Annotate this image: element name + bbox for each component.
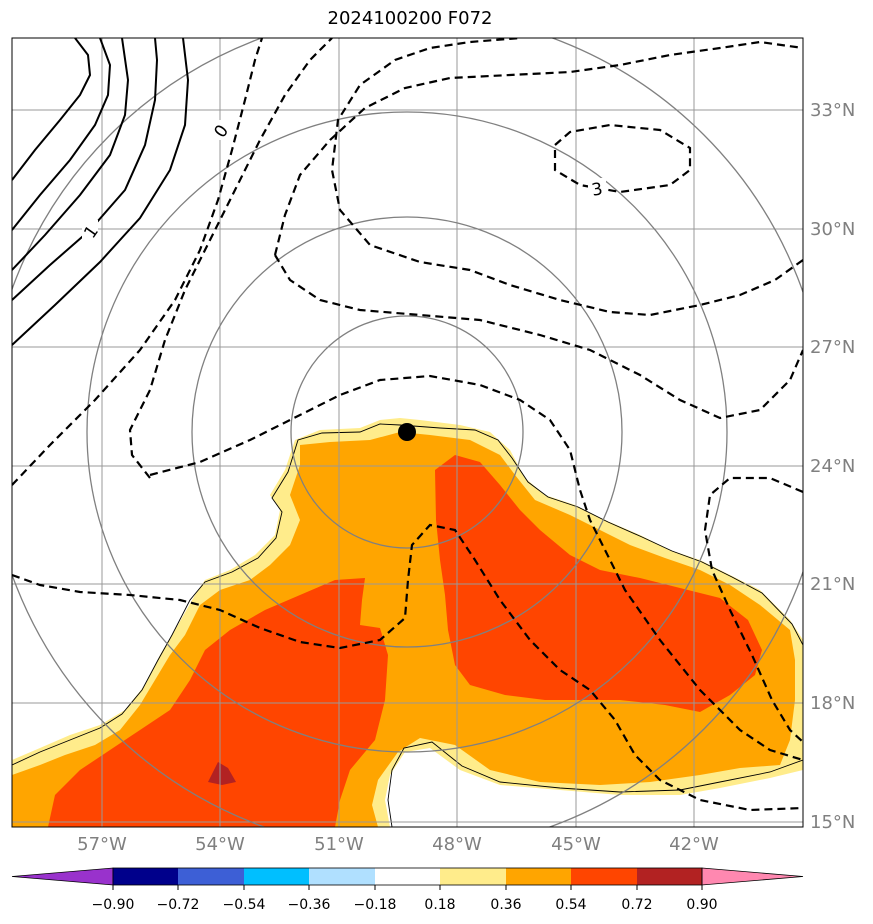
lat-label: 15°N	[810, 812, 855, 833]
colorbar-swatch	[244, 868, 309, 885]
colorbar-swatch	[113, 868, 178, 885]
lon-label: 54°W	[195, 834, 245, 855]
colorbar-tick-label: −0.18	[354, 897, 397, 913]
range-rings	[12, 38, 803, 827]
colorbar-swatch	[309, 868, 375, 885]
colorbar-tick-label: 0.90	[686, 897, 717, 913]
lat-label: 21°N	[810, 574, 855, 595]
plot-title: 2024100200 F072	[327, 8, 493, 29]
colorbar-tick-label: 0.18	[424, 897, 455, 913]
colorbar-outline	[112, 867, 703, 886]
lon-label: 42°W	[669, 834, 719, 855]
storm-center-marker	[398, 423, 416, 441]
colorbar-swatch	[637, 868, 702, 885]
lat-label: 18°N	[810, 693, 855, 714]
colorbar-swatch	[375, 868, 440, 885]
colorbar-swatch	[178, 868, 244, 885]
colorbar-tick-label: −0.54	[223, 897, 266, 913]
colorbar-extend-min	[11, 867, 114, 886]
longitude-labels: 57°W 54°W 51°W 48°W 45°W 42°W	[77, 834, 719, 855]
colorbar-extend-max	[701, 867, 804, 886]
contour-labels: 0 1 3	[80, 120, 606, 242]
colorbar-tick-label: −0.72	[157, 897, 200, 913]
lon-label: 45°W	[551, 834, 601, 855]
colorbar-tick-label: 0.36	[490, 897, 521, 913]
lat-label: 33°N	[810, 100, 855, 121]
colorbar: −0.90 −0.72 −0.54 −0.36 −0.18 0.18 0.36 0.54 0.7…	[11, 867, 804, 913]
map-frame	[11, 37, 804, 828]
filled-field	[12, 418, 803, 827]
colorbar-swatch	[506, 868, 571, 885]
dashed-contours	[12, 38, 803, 812]
colorbar-tick-label: 0.54	[555, 897, 586, 913]
lon-label: 51°W	[314, 834, 364, 855]
field-outline	[12, 423, 803, 827]
latitude-labels: 33°N 30°N 27°N 24°N 21°N 18°N 15°N	[810, 100, 855, 833]
lat-label: 27°N	[810, 337, 855, 358]
colorbar-swatch	[440, 868, 506, 885]
lon-label: 57°W	[77, 834, 127, 855]
colorbar-swatch	[571, 868, 637, 885]
colorbar-tick-label: −0.90	[92, 897, 135, 913]
contour-label-3: 3	[590, 179, 604, 201]
colorbar-tick-label: −0.36	[288, 897, 331, 913]
lat-label: 24°N	[810, 456, 855, 477]
lon-label: 48°W	[432, 834, 482, 855]
colorbar-ticks: −0.90 −0.72 −0.54 −0.36 −0.18 0.18 0.36 0.54 0.7…	[92, 885, 718, 913]
lat-label: 30°N	[810, 219, 855, 240]
solid-contours	[12, 38, 190, 346]
field-level-0.72	[208, 762, 236, 785]
gridlines	[12, 38, 803, 827]
colorbar-swatches	[11, 867, 804, 886]
colorbar-tick-label: 0.72	[621, 897, 652, 913]
